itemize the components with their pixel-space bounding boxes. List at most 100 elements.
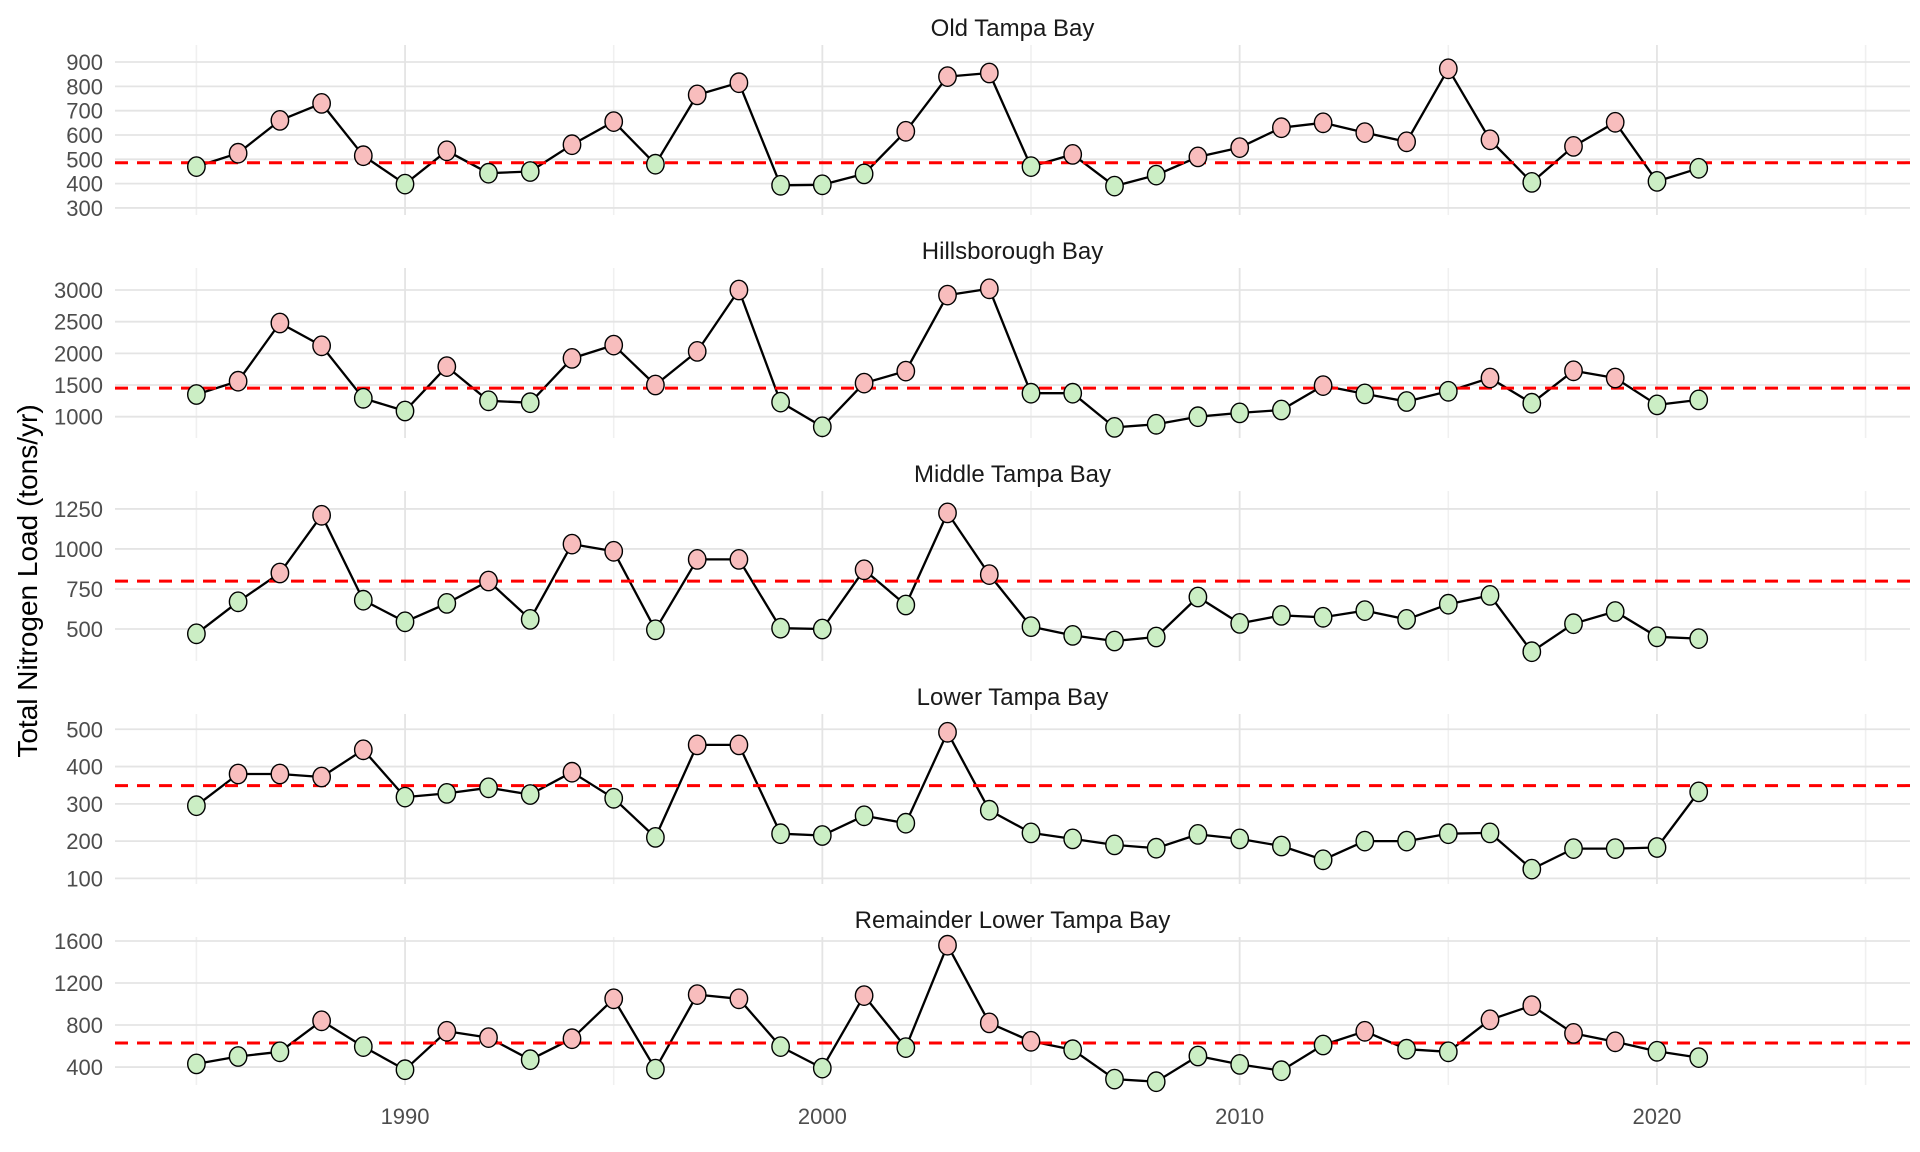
data-point: [186, 156, 206, 178]
data-point: [1272, 605, 1291, 626]
data-point: [186, 795, 206, 817]
data-point: [1480, 822, 1500, 844]
data-point: [562, 347, 582, 369]
data-point: [604, 988, 624, 1010]
data-point: [854, 372, 874, 394]
data-point: [979, 1012, 999, 1034]
data-point: [562, 761, 582, 783]
data-point: [687, 340, 707, 362]
data-point: [1647, 626, 1667, 648]
data-point: [1438, 823, 1458, 845]
data-point: [812, 825, 832, 846]
data-point: [979, 564, 999, 585]
data-point: [896, 360, 916, 382]
data-point: [896, 594, 916, 616]
data-point: [437, 783, 457, 804]
data-point: [1564, 613, 1583, 635]
panel-middle-tampa-bay: 1250 1000 750 500 Middle Tampa Bay: [54, 461, 1910, 663]
data-point: [186, 623, 206, 645]
data-point: [1146, 413, 1166, 435]
x-tick-label: 2020: [1632, 1104, 1681, 1129]
data-point: [520, 392, 540, 414]
data-point: [437, 593, 457, 614]
data-point: [1522, 641, 1542, 663]
data-point: [1438, 1041, 1458, 1063]
data-point: [1188, 586, 1208, 608]
data-point: [1230, 613, 1250, 634]
data-point: [1188, 1045, 1208, 1067]
data-point: [1564, 360, 1583, 382]
y-tick-label: 2000: [54, 341, 103, 366]
data-point: [646, 374, 665, 396]
data-point: [395, 611, 415, 633]
data-point: [1397, 1038, 1417, 1060]
data-point: [604, 111, 624, 133]
data-point: [562, 533, 582, 555]
data-point: [1397, 830, 1417, 852]
y-tick-label: 200: [66, 829, 103, 854]
y-tick-label: 800: [66, 1013, 103, 1038]
data-point: [1021, 616, 1041, 637]
panel-title: Hillsborough Bay: [922, 238, 1103, 265]
data-point: [437, 1020, 457, 1042]
data-point: [479, 390, 498, 412]
data-point: [854, 805, 874, 827]
y-tick-label: 800: [66, 74, 103, 99]
data-point: [1355, 830, 1375, 852]
data-point: [1647, 394, 1667, 416]
data-point: [353, 145, 373, 167]
data-point: [353, 387, 373, 409]
data-point: [270, 1041, 290, 1063]
data-point: [1605, 1031, 1625, 1053]
data-point: [562, 134, 582, 156]
data-point: [312, 93, 331, 114]
data-point: [896, 120, 916, 142]
data-point: [1105, 630, 1124, 652]
data-point: [1188, 824, 1208, 845]
data-point: [687, 549, 707, 570]
y-axis-title: Total Nitrogen Load (tons/yr): [12, 404, 43, 758]
y-tick-label: 400: [66, 755, 103, 780]
data-point: [353, 589, 373, 611]
data-point: [1647, 170, 1667, 192]
data-point: [1397, 131, 1417, 153]
data-point: [1564, 135, 1583, 157]
data-point: [1605, 367, 1625, 389]
data-point: [437, 356, 457, 377]
data-point: [1480, 1009, 1500, 1031]
y-tick-label: 2500: [54, 310, 103, 335]
data-point: [479, 1027, 498, 1049]
data-point: [1689, 781, 1709, 803]
data-point: [479, 162, 498, 184]
data-point: [1272, 835, 1291, 857]
y-tick-label: 1600: [54, 929, 103, 954]
data-point: [1272, 1060, 1291, 1082]
data-point: [1689, 1047, 1709, 1069]
data-point: [520, 161, 540, 182]
panel-hillsborough-bay: 3000 2500 2000 1500 1000 Hillsborough Bay: [54, 238, 1910, 438]
data-point: [812, 1057, 832, 1079]
data-line: [196, 287, 1699, 429]
y-tick-label: 1000: [54, 537, 103, 562]
data-point: [771, 391, 790, 413]
data-point: [771, 617, 790, 639]
data-point: [479, 777, 498, 799]
data-point: [1230, 402, 1250, 424]
data-point: [479, 570, 498, 592]
data-point: [938, 721, 957, 743]
data-point: [646, 153, 665, 175]
data-point: [979, 799, 999, 821]
data-point: [1230, 828, 1250, 850]
y-tick-label: 1500: [54, 373, 103, 398]
data-point: [270, 110, 290, 131]
y-tick-label: 500: [66, 617, 103, 642]
data-point: [938, 502, 957, 524]
data-point: [729, 988, 749, 1010]
data-point: [228, 1046, 248, 1067]
y-tick-label: 300: [66, 792, 103, 817]
data-point: [1647, 837, 1667, 858]
data-point: [687, 734, 707, 756]
data-point: [353, 1036, 373, 1058]
data-point: [1689, 628, 1709, 649]
data-point: [1105, 834, 1124, 856]
